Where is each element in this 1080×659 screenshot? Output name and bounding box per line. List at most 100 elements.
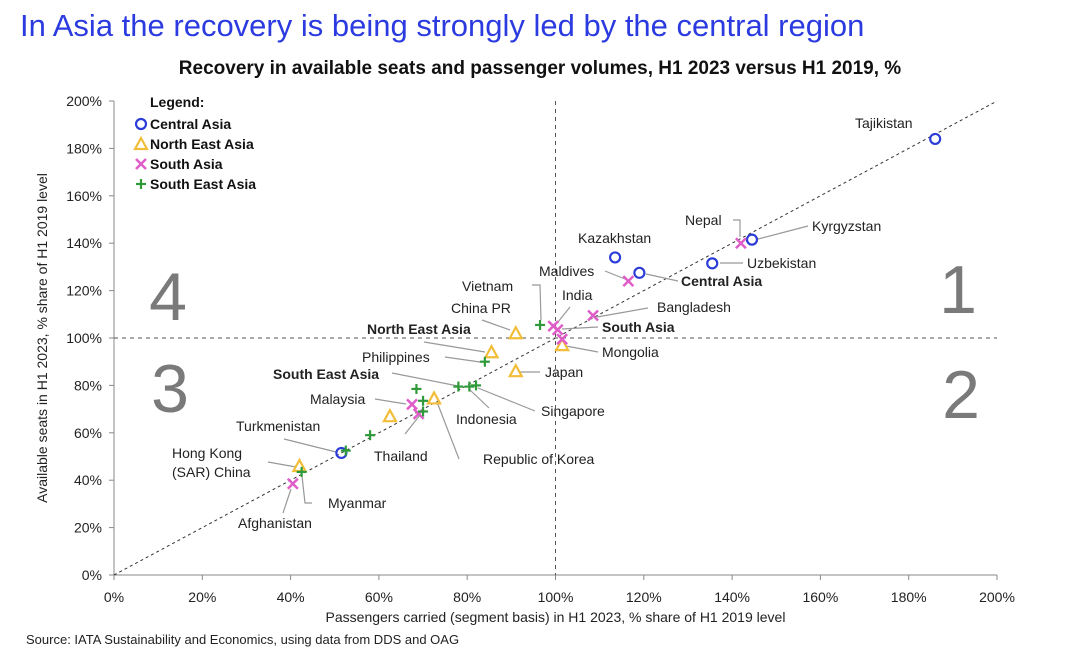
- point-label: Japan: [545, 364, 583, 380]
- point-label-line: Thailand: [374, 448, 428, 464]
- point-label: Myanmar: [328, 495, 387, 511]
- point-label: Republic of Korea: [483, 451, 595, 467]
- leader-line: [604, 270, 626, 280]
- circle-marker: [633, 266, 646, 279]
- data-point-north-east-asia: [483, 343, 500, 359]
- leader-line: [282, 488, 292, 514]
- quadrant-number-2: 2: [942, 357, 980, 433]
- y-tick-label: 100%: [66, 330, 102, 346]
- point-label: Kazakhstan: [578, 230, 651, 246]
- data-point-south-asia-5: [556, 333, 569, 346]
- y-tick-label: 140%: [66, 235, 102, 251]
- point-label: South East Asia: [273, 366, 379, 382]
- circle-marker: [745, 233, 759, 246]
- x-stroke: [735, 237, 747, 250]
- data-point-nepal: [735, 237, 747, 250]
- point-label: Mongolia: [602, 344, 659, 360]
- data-point-vietnam: [535, 319, 546, 330]
- point-label-line: Republic of Korea: [483, 451, 595, 467]
- data-point-south-east-asia-5: [411, 383, 422, 394]
- slide-title: In Asia the recovery is being strongly l…: [20, 8, 865, 43]
- circle-marker: [929, 132, 942, 146]
- leader-line: [477, 387, 536, 412]
- leader-line: [436, 401, 460, 460]
- x-stroke: [135, 158, 147, 170]
- data-point-japan: [507, 362, 524, 378]
- x-tick-label: 180%: [891, 589, 927, 605]
- point-label: Bangladesh: [657, 299, 731, 315]
- point-label: Central Asia: [681, 273, 762, 289]
- point-label-line: (SAR) China: [172, 464, 251, 480]
- point-label: Vietnam: [462, 278, 513, 294]
- legend-title: Legend:: [150, 94, 204, 110]
- data-point-republic-of-korea: [426, 390, 442, 405]
- data-point-hong-kong-sar-china: [291, 457, 308, 473]
- point-label-line: China PR: [451, 300, 511, 316]
- data-point-south-east-asia: [453, 381, 464, 392]
- point-label-line: Uzbekistan: [747, 255, 816, 271]
- point-label: Singapore: [541, 403, 605, 419]
- circle-marker: [609, 251, 622, 264]
- leader-line: [733, 219, 741, 237]
- x-tick-label: 100%: [538, 589, 574, 605]
- point-label: Uzbekistan: [747, 255, 816, 271]
- leader-line: [645, 273, 679, 282]
- leader-line: [391, 372, 459, 387]
- circle-marker: [134, 117, 148, 131]
- x-stroke: [551, 323, 564, 336]
- point-label-line: Hong Kong: [172, 445, 242, 461]
- y-tick-label: 0%: [82, 567, 102, 583]
- point-label: Tajikistan: [855, 115, 913, 131]
- point-label: North East Asia: [367, 321, 471, 337]
- legend-item-north-east-asia: North East Asia: [150, 136, 254, 152]
- point-label: Philippines: [362, 349, 430, 365]
- triangle-marker: [554, 336, 570, 352]
- leader-line: [374, 398, 407, 405]
- data-point-kyrgyzstan: [745, 233, 759, 246]
- y-axis-label: Available seats in H1 2023, % share of H…: [34, 173, 50, 503]
- legend-marker-north-east-asia: [133, 135, 149, 151]
- data-point-singapore: [471, 380, 482, 391]
- data-point-south-east-asia-9: [340, 445, 351, 456]
- data-point-south-asia: [551, 323, 564, 336]
- point-label: Turkmenistan: [236, 418, 320, 434]
- point-label: Maldives: [539, 263, 594, 279]
- legend-item-south-asia: South Asia: [150, 156, 223, 172]
- point-label-line: Kazakhstan: [578, 230, 651, 246]
- triangle-marker: [291, 457, 308, 473]
- point-label: Thailand: [374, 448, 428, 464]
- triangle-marker: [382, 407, 398, 423]
- data-point-north-east-asia-5: [382, 407, 398, 423]
- x-tick-label: 200%: [979, 589, 1015, 605]
- leader-line: [469, 389, 490, 409]
- point-label-line: Myanmar: [328, 495, 387, 511]
- y-tick-label: 160%: [66, 188, 102, 204]
- triangle-marker: [483, 343, 500, 359]
- point-label-line: Singapore: [541, 403, 605, 419]
- parity-line: [113, 100, 998, 576]
- triangle-marker: [507, 362, 524, 378]
- point-label-line: Philippines: [362, 349, 430, 365]
- leader-line: [301, 475, 312, 504]
- legend-item-central-asia: Central Asia: [150, 116, 231, 132]
- data-point-bangladesh: [587, 309, 599, 322]
- point-label-line: Indonesia: [456, 411, 517, 427]
- data-point-afghanistan: [286, 477, 299, 490]
- x-stroke: [556, 333, 569, 346]
- data-point-tajikistan: [929, 132, 942, 146]
- point-label-line: Bangladesh: [657, 299, 731, 315]
- leader-line: [757, 225, 809, 240]
- x-stroke: [587, 309, 599, 322]
- x-tick-label: 0%: [104, 589, 124, 605]
- data-point-south-east-asia-8: [365, 430, 376, 441]
- data-point-indonesia: [464, 381, 475, 392]
- quadrant-number-3: 3: [151, 351, 189, 427]
- y-tick-label: 80%: [74, 377, 102, 393]
- point-label-line: Afghanistan: [238, 515, 312, 531]
- y-tick-label: 20%: [74, 520, 102, 536]
- legend-marker-central-asia: [134, 117, 148, 131]
- data-point-mongolia: [554, 336, 570, 352]
- data-point-south-east-asia-6: [418, 395, 429, 406]
- leader-line: [404, 414, 421, 435]
- data-point-uzbekistan: [706, 257, 719, 270]
